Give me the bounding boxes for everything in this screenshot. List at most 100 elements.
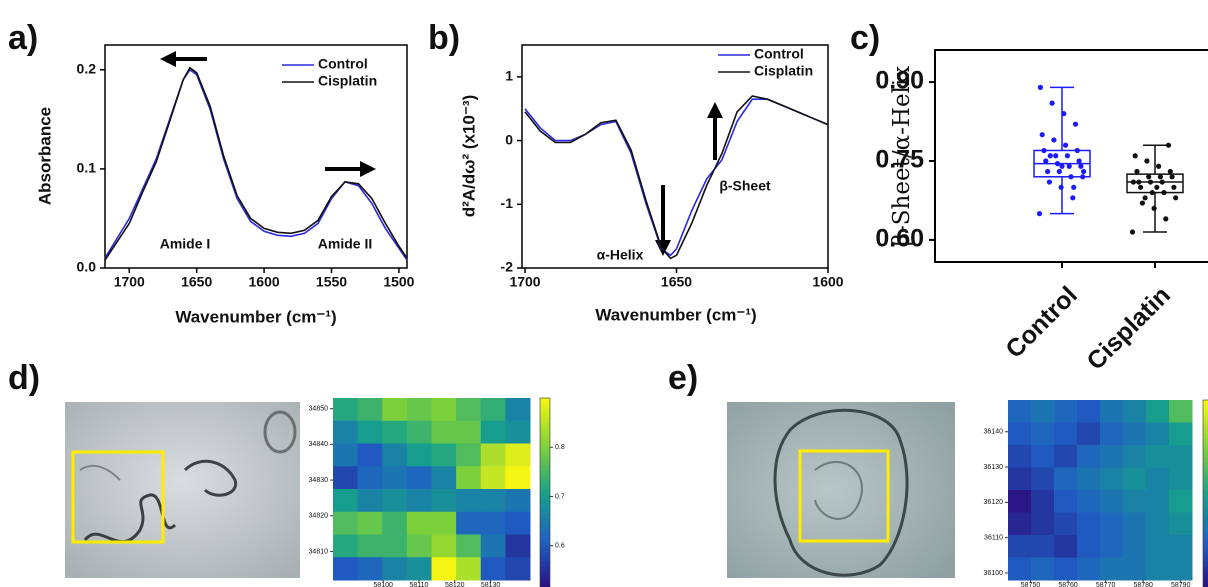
- heatmap-cell: [1031, 445, 1055, 468]
- colorbar-step: [540, 494, 550, 500]
- heatmap-cell: [505, 489, 531, 513]
- colorbar-step: [1203, 480, 1208, 486]
- colorbar-step: [540, 441, 550, 447]
- heatmap-cell: [1008, 512, 1032, 536]
- heatmap-cell: [456, 420, 482, 444]
- colorbar-step: [1203, 490, 1208, 496]
- colorbar-step: [540, 422, 550, 428]
- heatmap-cell: [333, 511, 359, 535]
- heatmap-cell: [1100, 535, 1124, 558]
- heatmap-cell: [480, 489, 506, 513]
- plot-frame: [104, 44, 408, 269]
- y-tick-label: 0.1: [77, 160, 97, 176]
- heatmap-cell: [1169, 512, 1193, 536]
- heatmap-cell: [1169, 535, 1193, 558]
- heatmap-cell: [1008, 490, 1032, 513]
- colorbar-step: [1203, 461, 1208, 467]
- data-point: [1037, 84, 1043, 90]
- colorbar-step: [540, 542, 550, 548]
- data-point: [1129, 229, 1136, 235]
- data-point: [1142, 195, 1148, 201]
- colorbar-step: [1203, 542, 1208, 548]
- heatmap-cell: [1054, 400, 1078, 423]
- x-tick-label: 1650: [181, 274, 212, 290]
- heatmap-cell: [382, 466, 408, 490]
- y-tick-label: 34840: [309, 441, 329, 448]
- micrograph-d: [65, 402, 300, 578]
- colorbar-frame: [1202, 399, 1208, 587]
- colorbar-step: [540, 522, 550, 529]
- x-tick-label: 58790: [1171, 582, 1191, 587]
- colorbar-step: [1203, 447, 1208, 453]
- data-point: [1080, 174, 1086, 180]
- colorbar-step: [1203, 566, 1208, 572]
- x-tick-label: 58750: [1021, 582, 1041, 587]
- colorbar-step: [1203, 466, 1208, 472]
- colorbar-step: [540, 575, 550, 581]
- heatmap-cell: [357, 420, 383, 444]
- x-tick-label: 1500: [383, 274, 414, 290]
- heatmap-cell: [382, 489, 408, 513]
- heatmap-cell: [1123, 467, 1147, 491]
- heatmap-cell: [333, 534, 359, 558]
- heatmap-cell: [505, 443, 531, 467]
- data-point: [1136, 179, 1142, 185]
- data-point: [1151, 205, 1157, 211]
- heatmap-cell: [480, 398, 506, 422]
- heatmap-cell: [456, 511, 482, 535]
- colorbar-step: [1203, 442, 1208, 448]
- colorbar-step: [1203, 561, 1208, 567]
- heatmap-cell: [456, 466, 482, 490]
- heatmap-cell: [1146, 422, 1170, 446]
- heatmap-cell: [431, 489, 457, 513]
- heatmap-cell: [357, 466, 383, 490]
- colorbar-step: [540, 508, 550, 514]
- heatmap-cell: [505, 511, 531, 535]
- heatmap-cell: [1077, 535, 1101, 558]
- legend-label: Control: [754, 46, 804, 62]
- heatmap-cell: [1031, 422, 1055, 446]
- heatmap-cell: [1031, 400, 1055, 423]
- data-point: [1064, 153, 1070, 159]
- heatmap-cell: [1008, 422, 1032, 446]
- heatmap-cell: [431, 511, 457, 535]
- heatmap-cell: [480, 511, 506, 535]
- heatmap-cell: [480, 557, 506, 581]
- heatmap-cell: [1100, 490, 1124, 513]
- heatmap-cell: [1169, 557, 1193, 581]
- heatmap-cell: [505, 420, 531, 444]
- heatmap-cell: [333, 557, 359, 581]
- heatmap-cell: [431, 398, 457, 422]
- colorbar-step: [540, 398, 550, 404]
- colorbar-step: [540, 585, 550, 587]
- y-tick-label: 0.60: [875, 225, 924, 253]
- colorbar-step: [540, 489, 550, 495]
- data-point: [1147, 179, 1154, 185]
- y-tick-label: 1: [505, 68, 513, 84]
- heatmap-cell: [1100, 467, 1124, 491]
- heatmap-cell: [1123, 557, 1147, 581]
- y-tick-label: 34810: [309, 548, 329, 555]
- heatmap-cell: [357, 511, 383, 535]
- colorbar-tick-label: 0.8: [555, 444, 565, 451]
- colorbar-step: [540, 436, 550, 442]
- heatmap-cell: [505, 466, 531, 490]
- panel-label: a): [8, 19, 38, 57]
- panel-label: d): [8, 359, 40, 397]
- y-axis-label: β-Sheet/α-Helix: [889, 66, 915, 247]
- series-line: [524, 98, 829, 257]
- heatmap-cell: [1100, 557, 1124, 581]
- x-tick-label: 1600: [249, 274, 280, 290]
- heatmap-cell: [480, 534, 506, 558]
- colorbar-step: [540, 537, 550, 543]
- colorbar-step: [540, 417, 550, 423]
- y-tick-label: 36100: [984, 570, 1004, 577]
- x-axis-label: Wavenumber (cm⁻¹): [595, 305, 756, 324]
- data-point: [1047, 153, 1053, 159]
- colorbar-step: [1203, 518, 1208, 524]
- heatmap-cell: [333, 398, 359, 422]
- heatmap-cell: [1123, 445, 1147, 468]
- colorbar-step: [1203, 476, 1208, 482]
- heatmap-cell: [1169, 490, 1193, 513]
